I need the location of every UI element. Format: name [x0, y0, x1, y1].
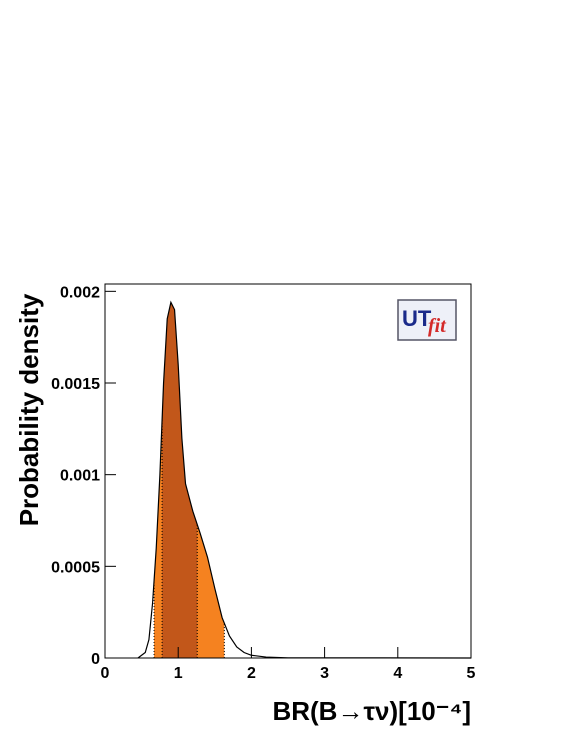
logo-box — [397, 299, 457, 341]
x-tick-label: 2 — [247, 665, 256, 682]
plot-frame — [104, 283, 472, 659]
x-axis-label: BR(B→τν)[10⁻⁴] — [272, 696, 471, 726]
y-axis-label: Probability density — [14, 293, 44, 526]
logo-text: UT — [402, 306, 432, 331]
x-tick-label: 0 — [101, 665, 110, 682]
interval-region — [162, 302, 198, 658]
y-tick-label: 0.0015 — [51, 376, 100, 393]
x-tick-label: 1 — [174, 665, 183, 682]
x-tick-label: 5 — [467, 665, 476, 682]
x-tick-label: 4 — [393, 665, 402, 682]
x-tick-label: 3 — [320, 665, 329, 682]
y-tick-label: 0.0005 — [51, 559, 100, 576]
y-tick-label: 0.001 — [60, 468, 100, 485]
logo-text: fit — [428, 315, 447, 337]
y-tick-label: 0 — [91, 651, 100, 668]
density-curve — [137, 300, 472, 659]
y-tick-label: 0.002 — [60, 284, 100, 301]
